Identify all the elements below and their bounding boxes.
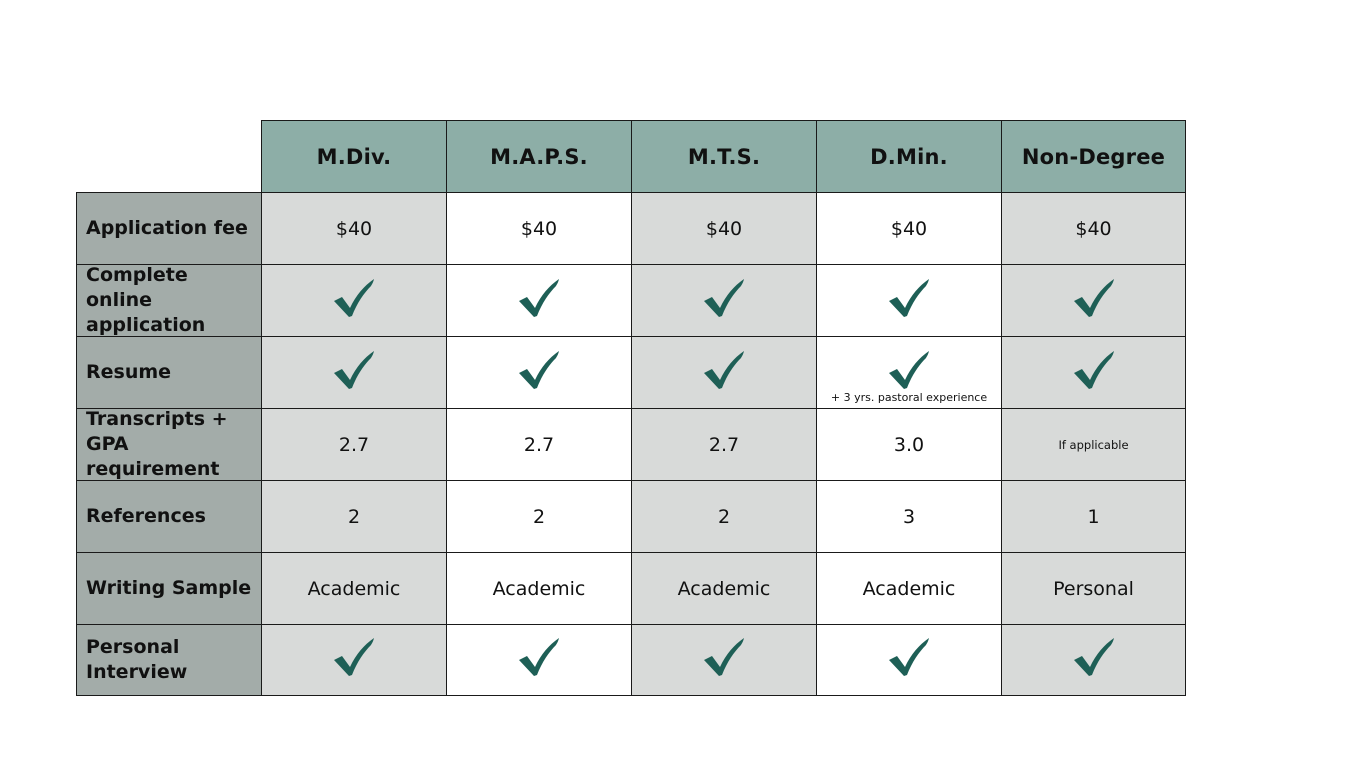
table-cell [1001,336,1186,408]
checkmark-icon [889,638,929,676]
table-cell: Academic [261,552,446,624]
checkmark-icon [704,350,744,389]
cell-value: $40 [890,217,928,240]
table-cell: 2.7 [261,408,446,480]
checkmark-icon [889,278,929,317]
table-cell [446,264,631,336]
table-cell: Personal [1001,552,1186,624]
table-cell: $40 [446,192,631,264]
column-header-m-a-p-s: M.A.P.S. [446,120,631,192]
table-cell: 2.7 [631,408,816,480]
table-cell [261,624,446,696]
table-cell: 2 [446,480,631,552]
cell-value: 2 [347,505,361,528]
checkmark-icon [334,638,374,676]
table-corner [76,120,261,192]
table-cell: Academic [446,552,631,624]
cell-value: 2 [532,505,546,528]
cell-value: Academic [307,577,401,600]
table-cell: $40 [816,192,1001,264]
checkmark-icon [889,350,929,389]
cell-value: Academic [492,577,586,600]
cell-value: 2.7 [708,433,740,456]
table-cell [446,336,631,408]
table-cell: 3.0 [816,408,1001,480]
table-cell [631,336,816,408]
checkmark-icon [334,350,374,389]
cell-value: 2.7 [338,433,370,456]
table-cell: 2 [631,480,816,552]
row-label-references: References [76,480,261,552]
table-cell [631,624,816,696]
column-header-non-degree: Non-Degree [1001,120,1186,192]
cell-value: $40 [520,217,558,240]
cell-value: 3.0 [893,433,925,456]
table-cell [631,264,816,336]
table-cell: 2 [261,480,446,552]
row-label-complete-online-application: Complete online application [76,264,261,336]
table-cell: $40 [631,192,816,264]
checkmark-icon [1073,278,1114,317]
cell-value: $40 [335,217,373,240]
table-cell [1001,624,1186,696]
table-cell: $40 [1001,192,1186,264]
cell-value: Personal [1053,577,1134,600]
checkmark-icon [519,350,559,389]
table-cell: Academic [631,552,816,624]
checkmark-icon [519,638,559,676]
table-cell: Academic [816,552,1001,624]
row-label-personal-interview: Personal Interview [76,624,261,696]
row-label-resume: Resume [76,336,261,408]
column-header-d-min: D.Min. [816,120,1001,192]
cell-value: $40 [705,217,743,240]
row-label-writing-sample: Writing Sample [76,552,261,624]
column-header-m-t-s: M.T.S. [631,120,816,192]
checkmark-icon [1073,350,1114,389]
cell-value: Academic [677,577,771,600]
table-cell [261,264,446,336]
column-header-m-div: M.Div. [261,120,446,192]
cell-value: 3 [902,505,916,528]
cell-value: 1 [1087,505,1100,528]
table-cell: 3 [816,480,1001,552]
cell-value: 2 [717,505,731,528]
checkmark-icon [704,278,744,317]
table-cell: 2.7 [446,408,631,480]
table-cell [816,624,1001,696]
table-cell [1001,264,1186,336]
row-label-application-fee: Application fee [76,192,261,264]
table-cell [261,336,446,408]
checkmark-icon [334,278,374,317]
table-cell: + 3 yrs. pastoral experience [816,336,1001,408]
admissions-requirements-table: M.Div. M.A.P.S. M.T.S. D.Min. Non-Degree Appl… [76,120,1186,696]
table-cell [446,624,631,696]
cell-value: $40 [1075,217,1112,240]
row-label-transcripts-gpa-requirement: Transcripts + GPA requirement [76,408,261,480]
cell-value: If applicable [1058,437,1129,452]
cell-value: Academic [862,577,956,600]
checkmark-icon [519,278,559,317]
table-cell [816,264,1001,336]
table-cell: If applicable [1001,408,1186,480]
checkmark-icon [704,638,744,676]
cell-note: + 3 yrs. pastoral experience [830,391,988,404]
table-cell: 1 [1001,480,1186,552]
table-cell: $40 [261,192,446,264]
checkmark-icon [1073,638,1114,676]
cell-value: 2.7 [523,433,555,456]
